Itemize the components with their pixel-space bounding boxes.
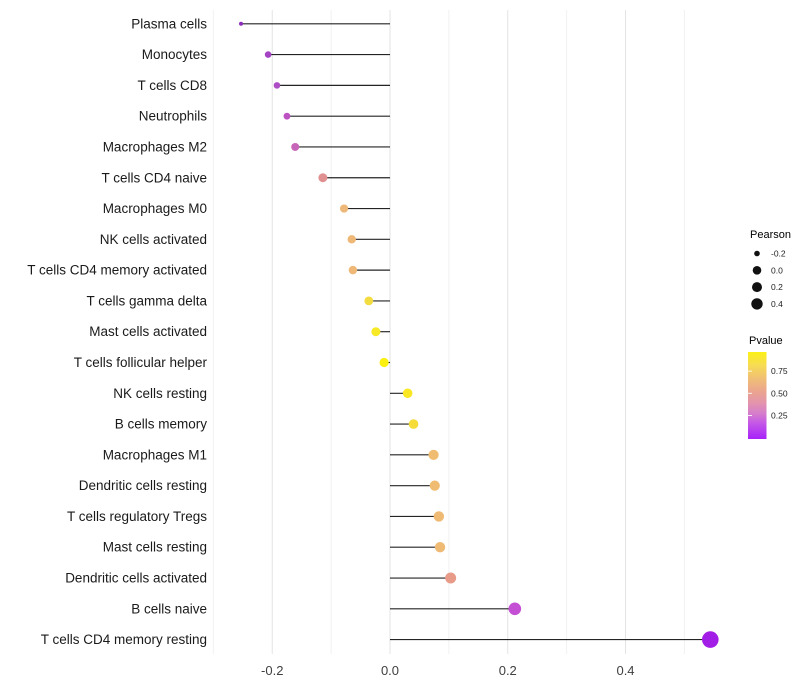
- x-axis-tick-label: -0.2: [261, 663, 283, 678]
- size-legend-dot: [751, 298, 763, 310]
- color-legend-label: 0.25: [771, 411, 788, 421]
- size-legend-dot: [754, 250, 760, 257]
- lollipop-dot: [508, 602, 522, 616]
- y-axis-category-label: Plasma cells: [131, 16, 207, 31]
- lollipop-dot: [445, 572, 457, 584]
- lollipop-dot: [347, 235, 356, 244]
- y-axis-category-label: T cells CD8: [137, 78, 207, 93]
- size-legend-dot: [752, 282, 762, 293]
- lollipop-dot: [379, 357, 389, 368]
- y-axis-category-label: T cells CD4 memory resting: [41, 632, 207, 647]
- size-legend-label: 0.0: [771, 265, 783, 275]
- y-axis-category-label: NK cells activated: [100, 232, 207, 247]
- lollipop-dot: [318, 173, 328, 183]
- lollipop-dot: [428, 449, 439, 460]
- lollipop-dot: [371, 327, 381, 337]
- y-axis-category-label: Macrophages M0: [103, 201, 207, 216]
- y-axis-category-label: Dendritic cells resting: [79, 478, 207, 493]
- x-axis-tick-label: 0.4: [616, 663, 634, 678]
- x-axis-tick-label: 0.0: [381, 663, 399, 678]
- pvalue-gradient-bar: [748, 352, 767, 439]
- x-axis-tick-label: 0.2: [499, 663, 517, 678]
- y-axis-category-label: Mast cells resting: [103, 540, 207, 555]
- y-axis-category-label: Macrophages M2: [103, 139, 207, 154]
- y-axis-category-label: Dendritic cells activated: [65, 571, 207, 586]
- y-axis-category-label: Monocytes: [142, 47, 208, 62]
- size-legend-title: Pearson: [750, 229, 791, 241]
- size-legend-label: 0.2: [771, 282, 783, 292]
- lollipop-dot: [291, 142, 300, 151]
- y-axis-category-label: B cells naive: [131, 601, 207, 616]
- lollipop-dot: [348, 265, 358, 275]
- size-legend-label: -0.2: [771, 249, 786, 259]
- lollipop-dot: [402, 388, 413, 399]
- lollipop-dot: [239, 21, 244, 26]
- y-axis-category-label: T cells CD4 memory activated: [27, 263, 207, 278]
- color-legend-label: 0.75: [771, 366, 788, 376]
- y-axis-category-label: B cells memory: [115, 417, 208, 432]
- lollipop-dot: [429, 480, 440, 491]
- color-legend-label: 0.50: [771, 388, 788, 398]
- size-legend-label: 0.4: [771, 299, 783, 309]
- y-axis-category-label: T cells CD4 naive: [101, 170, 207, 185]
- y-axis-category-label: T cells regulatory Tregs: [67, 509, 207, 524]
- y-axis-category-label: T cells follicular helper: [74, 355, 208, 370]
- lollipop-dot: [273, 82, 281, 89]
- lollipop-dot: [433, 511, 445, 522]
- lollipop-dot: [364, 296, 374, 306]
- y-axis-category-label: Mast cells activated: [89, 324, 207, 339]
- lollipop-dot: [283, 112, 291, 120]
- lollipop-dot: [702, 631, 719, 648]
- lollipop-dot: [434, 542, 446, 553]
- size-legend-dot: [752, 266, 762, 275]
- lollipop-dot: [408, 419, 419, 429]
- y-axis-category-label: NK cells resting: [113, 386, 207, 401]
- y-axis-category-label: T cells gamma delta: [86, 293, 207, 308]
- y-axis-category-label: Neutrophils: [139, 109, 208, 124]
- lollipop-dot: [264, 51, 272, 58]
- lollipop-dot: [339, 204, 349, 213]
- y-axis-category-label: Macrophages M1: [103, 447, 207, 462]
- color-legend-title: Pvalue: [749, 335, 783, 347]
